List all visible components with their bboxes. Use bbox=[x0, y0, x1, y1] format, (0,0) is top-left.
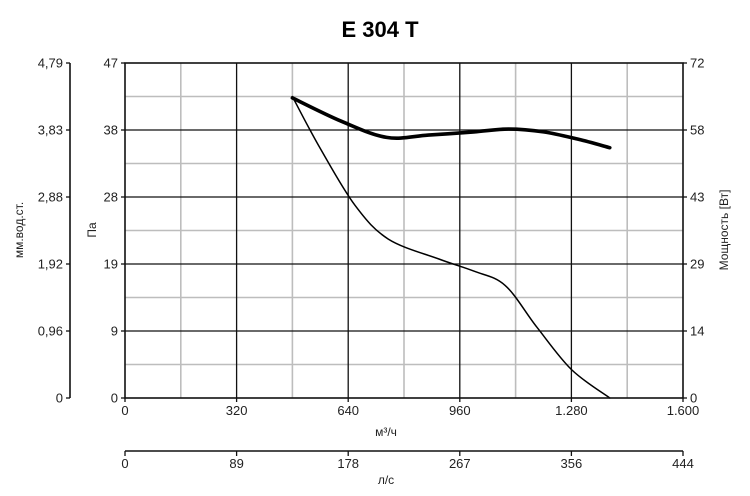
mm-tick-label: 0 bbox=[56, 391, 63, 406]
mm-tick-label: 4,79 bbox=[38, 56, 63, 71]
x2-tick-label: 0 bbox=[121, 456, 128, 471]
mm-tick-label: 3,83 bbox=[38, 123, 63, 138]
power-tick-label: 14 bbox=[690, 324, 704, 339]
pa-tick-label: 38 bbox=[104, 123, 118, 138]
pa-tick-label: 28 bbox=[104, 190, 118, 205]
pressure-curve bbox=[291, 95, 611, 399]
power-tick-label: 72 bbox=[690, 56, 704, 71]
x-axis-label-flow-m3h: м³/ч bbox=[375, 425, 397, 439]
power-curve bbox=[290, 96, 612, 150]
mm-tick-label: 2,88 bbox=[38, 190, 63, 205]
axes-layer bbox=[66, 62, 687, 456]
x-tick-label: 960 bbox=[449, 403, 471, 418]
minor-gridlines bbox=[125, 63, 683, 398]
mm-tick-label: 1,92 bbox=[38, 257, 63, 272]
x-tick-label: 1.280 bbox=[555, 403, 588, 418]
plot-frame bbox=[124, 62, 684, 399]
series-layer bbox=[290, 95, 612, 399]
x2-axis-label-flow-ls: л/с bbox=[378, 473, 394, 487]
x-tick-label: 1.600 bbox=[667, 403, 700, 418]
y-axis-label-pa: Па bbox=[85, 222, 99, 238]
x-tick-label: 0 bbox=[121, 403, 128, 418]
pa-tick-label: 47 bbox=[104, 56, 118, 71]
x-tick-label: 320 bbox=[226, 403, 248, 418]
power-tick-label: 0 bbox=[690, 391, 697, 406]
power-tick-label: 29 bbox=[690, 257, 704, 272]
x2-tick-label: 267 bbox=[449, 456, 471, 471]
x2-tick-label: 89 bbox=[229, 456, 243, 471]
x2-tick-label: 356 bbox=[561, 456, 583, 471]
y-axis-label-power: Мощность [Вт] bbox=[717, 190, 731, 271]
pa-tick-label: 19 bbox=[104, 257, 118, 272]
chart-title: E 304 T bbox=[341, 17, 419, 42]
x-tick-label: 640 bbox=[337, 403, 359, 418]
pa-tick-label: 0 bbox=[111, 391, 118, 406]
x2-tick-label: 178 bbox=[337, 456, 359, 471]
power-tick-label: 43 bbox=[690, 190, 704, 205]
pa-tick-label: 9 bbox=[111, 324, 118, 339]
x2-tick-label: 444 bbox=[672, 456, 694, 471]
y-axis-label-mm: мм.вод.ст. bbox=[12, 202, 26, 258]
mm-tick-label: 0,96 bbox=[38, 324, 63, 339]
power-tick-label: 58 bbox=[690, 123, 704, 138]
major-gridlines bbox=[125, 63, 683, 398]
